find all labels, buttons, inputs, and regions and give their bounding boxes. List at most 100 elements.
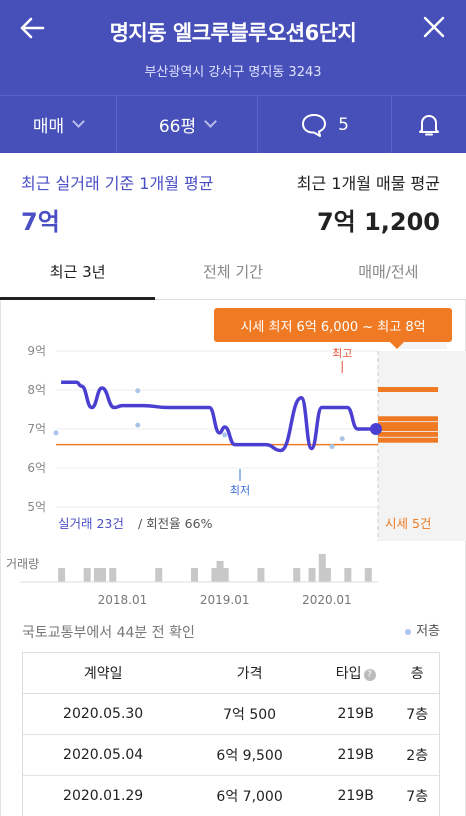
legend-label: 저층 bbox=[416, 624, 440, 639]
app-header: 명지동 엘크루블루오션6단지 부산광역시 강서구 명지동 3243 bbox=[0, 0, 466, 95]
x-tick-label: 2018.01 bbox=[98, 593, 148, 607]
volume-bar bbox=[293, 568, 301, 582]
market-level-bar bbox=[378, 416, 438, 422]
col-type-label: 타입 bbox=[335, 665, 362, 682]
tab-sale-jeonse[interactable]: 매매/전세 bbox=[358, 262, 419, 281]
scatter-point bbox=[135, 388, 141, 394]
volume-bar bbox=[308, 568, 316, 582]
page-title: 명지동 엘크루블루오션6단지 bbox=[109, 21, 357, 45]
back-arrow-icon[interactable] bbox=[18, 14, 46, 42]
market-caption: 시세 5건 bbox=[385, 516, 431, 531]
market-level-bar bbox=[378, 431, 438, 437]
table-header-row: 계약일 가격 타입? 층 bbox=[23, 653, 439, 694]
trade-caption-rate: / 회전율 66% bbox=[138, 516, 213, 531]
speech-bubble-icon bbox=[302, 113, 327, 137]
table-row[interactable]: 2020.05.04 6억 9,500 219B 2층 bbox=[23, 734, 439, 776]
help-icon[interactable]: ? bbox=[363, 668, 376, 681]
x-tick-label: 2020.01 bbox=[302, 593, 352, 607]
close-icon[interactable] bbox=[422, 15, 446, 39]
price-line bbox=[61, 380, 376, 453]
recent-trade-average: 최근 실거래 기준 1개월 평균 7억 bbox=[21, 170, 213, 237]
volume-bar bbox=[109, 568, 117, 582]
y-tick-label: 5억 bbox=[27, 500, 46, 514]
size-label: 66평 bbox=[158, 117, 197, 137]
price-summary: 최근 실거래 기준 1개월 평균 7억 최근 1개월 매물 평균 7억 1,20… bbox=[0, 153, 466, 243]
y-tick-label: 7억 bbox=[27, 422, 46, 436]
volume-bar bbox=[211, 568, 219, 582]
y-tick-label: 8억 bbox=[27, 383, 46, 397]
volume-bar bbox=[99, 568, 106, 582]
listing-average-value: 7억 1,200 bbox=[316, 208, 440, 236]
table-row[interactable]: 2020.05.30 7억 500 219B 7층 bbox=[23, 693, 439, 735]
listing-average-label: 최근 1개월 매물 평균 bbox=[296, 174, 440, 193]
cell-price: 6억 7,000 bbox=[183, 775, 316, 816]
tab-recent-3-years[interactable]: 최근 3년 bbox=[0, 243, 156, 300]
volume-bar bbox=[257, 568, 265, 582]
y-tick-label: 6억 bbox=[27, 461, 46, 475]
low-floor-legend: 저층 bbox=[405, 620, 440, 639]
listing-average: 최근 1개월 매물 평균 7억 1,200 bbox=[297, 170, 440, 237]
table-row[interactable]: 2020.01.29 6억 7,000 219B 7층 bbox=[23, 775, 439, 816]
min-label: 최저 bbox=[230, 484, 250, 497]
cell-date: 2020.01.29 bbox=[23, 775, 184, 816]
volume-bar bbox=[58, 568, 66, 582]
cell-price: 7억 500 bbox=[183, 693, 316, 735]
cell-floor: 7층 bbox=[395, 775, 439, 816]
cell-type: 219B bbox=[315, 775, 396, 816]
cell-type: 219B bbox=[315, 693, 396, 735]
price-chart[interactable]: 9억 8억 7억 6억 5억 최고 최저 실거래 23건 / 회전율 66% 시세 5건 거래량 2… bbox=[0, 301, 466, 611]
volume-bar bbox=[318, 554, 326, 582]
period-tabs: 최근 3년 전체 기간 매매/전세 bbox=[0, 243, 466, 300]
col-contract-date: 계약일 bbox=[23, 653, 184, 694]
market-level-bar bbox=[378, 387, 438, 392]
address: 부산광역시 강서구 명지동 3243 bbox=[144, 65, 322, 80]
deal-type-label: 매매 bbox=[32, 117, 65, 137]
scatter-point bbox=[329, 444, 335, 450]
col-price: 가격 bbox=[183, 653, 316, 694]
market-top-tick bbox=[399, 341, 447, 349]
max-label: 최고 bbox=[332, 347, 352, 360]
cell-date: 2020.05.04 bbox=[23, 734, 184, 776]
cell-floor: 2층 bbox=[395, 734, 439, 776]
scatter-point bbox=[135, 422, 141, 428]
filter-bar: 매매 66평 5 bbox=[0, 95, 466, 153]
scatter-point bbox=[339, 436, 345, 442]
transaction-table: 계약일 가격 타입? 층 2020.05.30 7억 500 219B 7층 2… bbox=[22, 652, 440, 816]
volume-label: 거래량 bbox=[6, 557, 39, 571]
scatter-point bbox=[53, 430, 59, 436]
scatter-point bbox=[222, 432, 228, 438]
deal-type-dropdown[interactable]: 매매 bbox=[0, 96, 117, 153]
volume-bar bbox=[216, 561, 224, 582]
volume-bar bbox=[323, 568, 331, 582]
market-level-bar bbox=[378, 437, 438, 443]
tab-all-period[interactable]: 전체 기간 bbox=[203, 262, 263, 281]
volume-bar bbox=[344, 568, 352, 582]
col-type: 타입? bbox=[315, 653, 396, 694]
recent-trade-label: 최근 실거래 기준 1개월 평균 bbox=[21, 174, 214, 193]
bell-icon bbox=[419, 114, 439, 135]
chevron-down-icon bbox=[72, 115, 86, 128]
market-price-badge: 시세 최저 6억 6,000 ~ 최고 8억 bbox=[214, 308, 452, 349]
cell-floor: 7층 bbox=[395, 693, 439, 735]
volume-bar bbox=[155, 568, 163, 582]
x-tick-label: 2019.01 bbox=[200, 593, 250, 607]
volume-bar bbox=[364, 568, 372, 582]
latest-point bbox=[369, 423, 382, 435]
market-area bbox=[378, 351, 466, 541]
size-dropdown[interactable]: 66평 bbox=[117, 96, 258, 153]
comments-button[interactable]: 5 bbox=[258, 96, 392, 153]
trade-caption-count: 실거래 23건 bbox=[58, 516, 124, 531]
cell-price: 6억 9,500 bbox=[183, 734, 316, 776]
legend-dot bbox=[405, 628, 412, 635]
market-level-bar bbox=[378, 426, 438, 431]
notification-button[interactable] bbox=[392, 96, 466, 153]
col-floor: 층 bbox=[395, 653, 439, 694]
volume-bar bbox=[93, 568, 101, 582]
volume-bar bbox=[191, 568, 198, 582]
volume-bar bbox=[83, 568, 91, 582]
recent-trade-value: 7억 bbox=[21, 208, 60, 236]
source-info: 국토교통부에서 44분 전 확인 bbox=[22, 625, 195, 641]
comments-count: 5 bbox=[338, 114, 349, 135]
volume-bar bbox=[221, 568, 229, 582]
